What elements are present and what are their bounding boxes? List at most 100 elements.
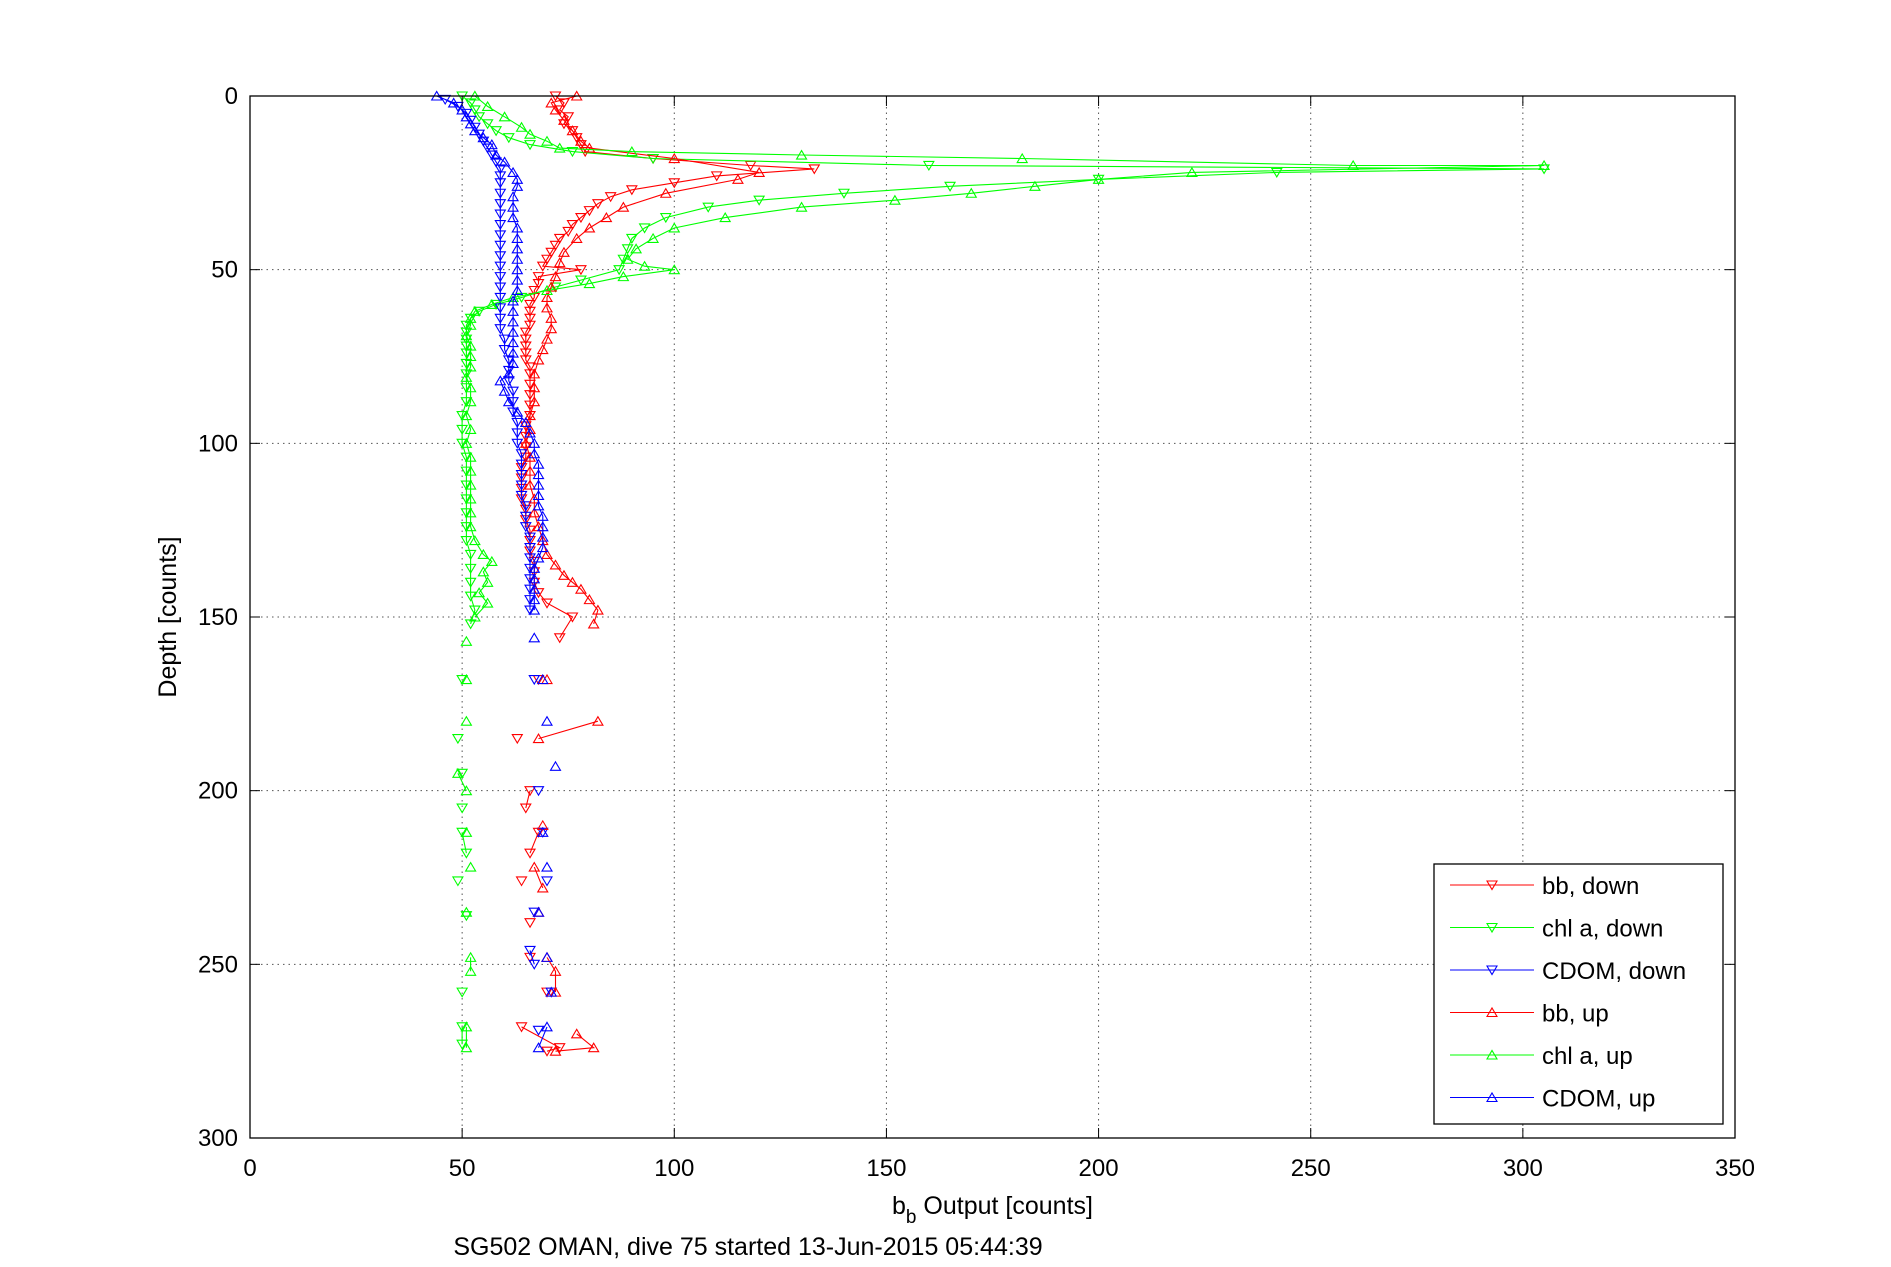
data-point — [532, 1042, 545, 1053]
data-point — [494, 375, 507, 386]
data-point — [519, 334, 532, 345]
data-point — [524, 379, 536, 390]
data-point — [464, 951, 477, 962]
data-point — [528, 507, 541, 518]
data-point — [460, 826, 473, 837]
data-point — [591, 715, 604, 726]
data-point — [456, 438, 469, 449]
data-point — [494, 251, 507, 262]
data-point — [456, 1039, 469, 1050]
data-point — [464, 507, 477, 518]
data-point — [587, 618, 600, 629]
data-point — [528, 437, 541, 448]
data-point — [477, 132, 490, 143]
y-tick-label: 200 — [198, 778, 238, 805]
data-point — [460, 371, 473, 382]
data-point — [515, 480, 528, 491]
data-point — [485, 139, 498, 150]
data-point — [468, 611, 481, 622]
y-tick-label: 50 — [211, 257, 238, 284]
data-point — [702, 202, 715, 213]
legend-item: CDOM, down — [1450, 958, 1686, 985]
data-point — [524, 584, 536, 595]
data-point — [532, 1025, 545, 1036]
data-point — [532, 786, 545, 797]
data-point — [515, 463, 528, 474]
data-point — [583, 206, 596, 217]
data-point — [1347, 159, 1360, 171]
data-point — [519, 501, 532, 512]
data-point — [528, 368, 541, 379]
data-point — [490, 157, 503, 168]
data-point — [532, 479, 545, 490]
y-tick-label: 0 — [225, 83, 238, 110]
data-point — [668, 178, 681, 189]
series-3 — [519, 90, 766, 1056]
data-point — [536, 541, 549, 553]
legend-label: CDOM, up — [1542, 1086, 1655, 1113]
data-point — [524, 313, 536, 324]
x-axis-label-subscript: b — [906, 1207, 917, 1228]
legend-item: chl a, up — [1450, 1043, 1633, 1070]
data-point — [511, 243, 524, 254]
data-point — [485, 150, 498, 161]
data-point — [464, 521, 477, 532]
data-point — [464, 493, 477, 504]
dive-caption: SG502 OMAN, dive 75 started 13-Jun-2015 … — [453, 1233, 1042, 1261]
data-point — [511, 406, 524, 417]
data-point — [566, 125, 579, 136]
x-tick-label: 150 — [866, 1155, 906, 1182]
data-point — [583, 594, 596, 605]
legend-marker — [1486, 1049, 1498, 1060]
data-point — [566, 612, 579, 623]
data-point — [524, 532, 536, 543]
data-point — [498, 156, 511, 167]
data-point — [613, 265, 626, 276]
axis-ticks: 0 50 100 150 200 250 300 350 0 50 100 150 200 250 300 — [198, 83, 1755, 1182]
data-point — [460, 1021, 473, 1032]
data-point — [507, 316, 520, 327]
data-point — [1016, 152, 1029, 164]
data-point — [481, 597, 494, 608]
data-point — [549, 104, 562, 115]
data-point — [468, 605, 481, 616]
data-point — [574, 583, 587, 594]
data-point — [545, 986, 558, 997]
data-point — [528, 861, 541, 872]
data-point — [532, 500, 545, 511]
data-point — [524, 546, 536, 557]
data-point — [511, 173, 524, 184]
data-point — [524, 553, 536, 564]
data-point — [464, 382, 477, 393]
data-point — [515, 449, 528, 460]
data-point — [447, 97, 460, 108]
data-point — [545, 323, 558, 334]
data-point — [460, 452, 473, 463]
data-point — [838, 188, 850, 199]
data-point — [562, 112, 575, 123]
data-point — [549, 271, 562, 282]
data-point — [464, 361, 477, 372]
data-point — [519, 341, 532, 352]
y-tick-label: 150 — [198, 604, 238, 631]
data-point — [753, 195, 766, 206]
data-point — [524, 542, 536, 554]
data-point — [507, 166, 520, 177]
data-point — [566, 219, 579, 231]
data-point — [519, 355, 532, 366]
data-point — [532, 732, 545, 744]
data-point — [524, 952, 536, 963]
data-point — [541, 1046, 553, 1057]
data-point — [468, 305, 481, 316]
data-point — [464, 591, 477, 602]
data-point — [460, 785, 473, 796]
data-point — [574, 275, 587, 286]
data-point — [638, 223, 651, 234]
data-point — [532, 458, 545, 469]
data-point — [541, 284, 553, 296]
data-point — [464, 312, 477, 323]
data-point — [528, 396, 541, 407]
data-point — [494, 282, 507, 293]
data-point — [574, 265, 587, 276]
